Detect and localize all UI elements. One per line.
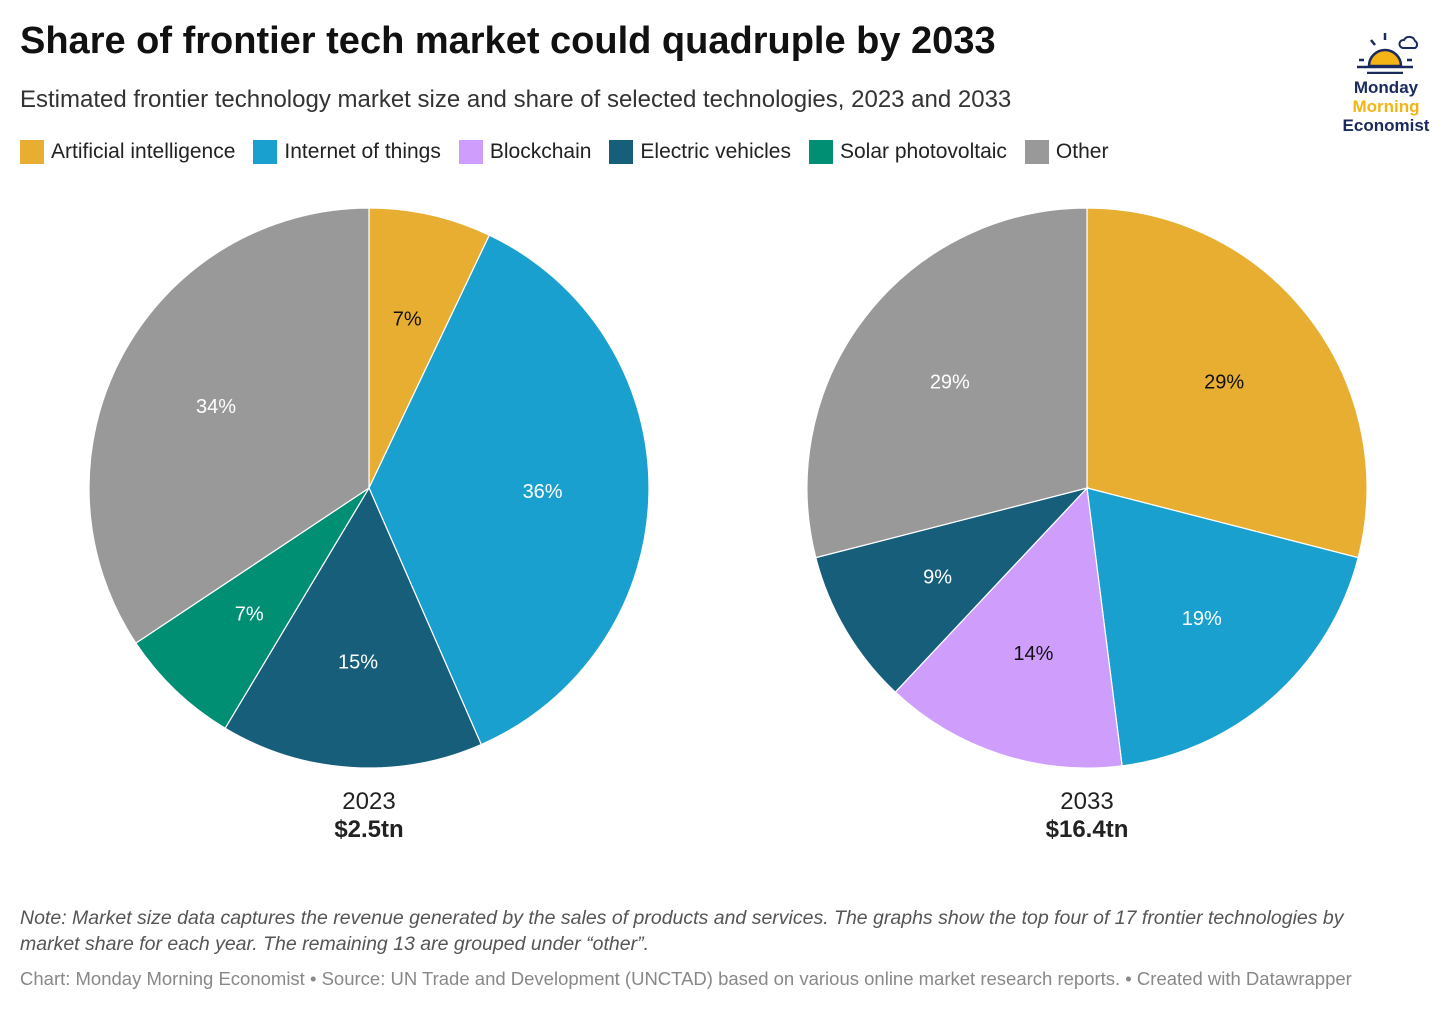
legend-item: Blockchain: [458, 140, 592, 164]
logo-text-2: Morning: [1352, 97, 1420, 116]
slice-label: 34%: [196, 396, 236, 418]
slice-label: 9%: [923, 566, 952, 588]
legend-swatch: [1024, 140, 1049, 164]
slice-label: 7%: [235, 604, 264, 626]
logo-text-1: Monday: [1353, 78, 1419, 97]
pie-slice-blockchain: [894, 486, 1123, 769]
year-label: 2023: [342, 788, 396, 815]
slice-label: 19%: [1182, 608, 1222, 630]
chart-subtitle: Estimated frontier technology market siz…: [20, 86, 1012, 113]
slice-label: 36%: [523, 481, 563, 503]
legend-swatch: [20, 140, 44, 164]
brand-logo: Monday Morning Economist: [1334, 30, 1438, 135]
chart-note: Note: Market size data captures the reve…: [20, 907, 1344, 955]
pie-slice-other: [88, 207, 370, 644]
legend-item: Other: [1024, 140, 1109, 164]
legend-label: Artificial intelligence: [51, 140, 236, 163]
pie-slice-electric-vehicles: [815, 486, 1089, 693]
total-label: $16.4tn: [1045, 816, 1129, 843]
legend-label: Electric vehicles: [640, 140, 791, 163]
chart-title: Share of frontier tech market could quad…: [20, 20, 996, 62]
legend: Artificial intelligence Internet of thing…: [20, 140, 1108, 164]
legend-swatch: [609, 140, 634, 164]
pie-slice-internet-of-things: [368, 234, 650, 746]
pie-slice-artificial-intelligence: [368, 207, 491, 489]
pie-slice-artificial-intelligence: [1086, 207, 1368, 559]
pie-slice-electric-vehicles: [224, 486, 483, 769]
slice-label: 14%: [1013, 643, 1053, 665]
year-label: 2033: [1060, 788, 1114, 815]
pie-slice-other: [806, 207, 1088, 559]
legend-swatch: [458, 140, 483, 164]
pie-slice-internet-of-things: [1086, 487, 1359, 767]
sunrise-icon: [1357, 33, 1419, 75]
chart-source: Chart: Monday Morning Economist • Source…: [20, 968, 1352, 989]
slice-label: 7%: [393, 309, 422, 331]
legend-item: Artificial intelligence: [20, 140, 235, 164]
legend-item: Internet of things: [253, 140, 441, 164]
slice-label: 15%: [338, 651, 378, 673]
legend-swatch: [808, 140, 833, 164]
logo-text-3: Economist: [1342, 116, 1430, 135]
slice-label: 29%: [930, 372, 970, 394]
legend-label: Blockchain: [489, 140, 592, 163]
legend-label: Solar photovoltaic: [839, 140, 1007, 163]
pie-slice-solar-photovoltaic: [135, 487, 370, 730]
slice-label: 29%: [1204, 372, 1244, 394]
legend-label: Other: [1055, 140, 1109, 163]
legend-item: Solar photovoltaic: [808, 140, 1007, 164]
legend-item: Electric vehicles: [609, 140, 791, 164]
total-label: $2.5tn: [334, 816, 404, 843]
legend-label: Internet of things: [284, 140, 441, 163]
caption-2033: 2033 $16.4tn: [937, 788, 1237, 844]
caption-2023: 2023 $2.5tn: [219, 788, 519, 844]
legend-swatch: [253, 140, 278, 164]
